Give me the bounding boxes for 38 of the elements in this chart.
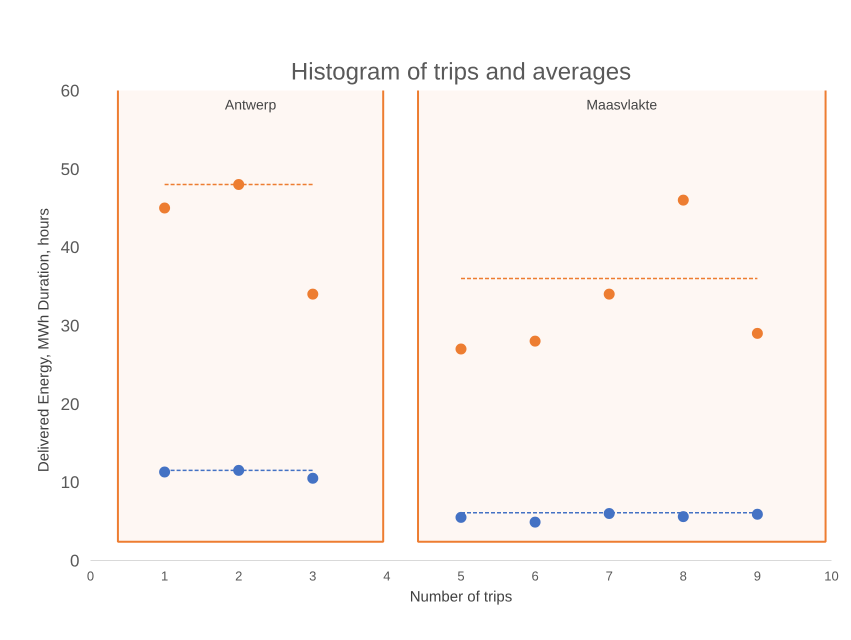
y-tick-label: 0 (70, 552, 80, 570)
y-tick-label: 30 (60, 316, 80, 336)
point (752, 508, 763, 520)
y-tick-label: 10 (60, 473, 80, 492)
point (159, 202, 170, 214)
chart-title: Histogram of trips and averages (290, 58, 632, 86)
y-tick-label: 50 (60, 160, 80, 179)
x-tick-label: 1 (160, 568, 168, 584)
x-tick-label: 10 (824, 568, 839, 584)
point (678, 194, 689, 206)
point (530, 516, 541, 528)
point (604, 288, 615, 300)
point (159, 466, 170, 478)
point (233, 464, 244, 476)
y-tick-label: 20 (60, 394, 80, 414)
point (307, 288, 318, 300)
band-label: Maasvlakte (586, 96, 658, 113)
x-tick-label: 6 (531, 568, 539, 584)
x-tick-label: 0 (86, 568, 94, 584)
x-tick-label: 2 (235, 568, 242, 584)
x-tick-label: 7 (606, 568, 613, 584)
band-label: Antwerp (224, 96, 276, 113)
y-tick-label: 40 (60, 238, 80, 258)
point (456, 344, 466, 354)
point (307, 472, 318, 484)
x-tick-label: 8 (680, 568, 687, 584)
point (678, 511, 689, 522)
x-tick-label: 4 (383, 568, 391, 584)
point (233, 179, 244, 190)
x-tick-label: 5 (457, 568, 465, 584)
point (530, 336, 541, 347)
point (456, 512, 466, 523)
x-tick-label: 9 (754, 568, 762, 584)
point (752, 328, 763, 339)
y-tick-label: 60 (60, 82, 80, 100)
x-axis-title: Number of trips (410, 588, 512, 606)
y-axis-title: Delivered Energy, MWh Duration, hours (36, 208, 53, 472)
x-tick-label: 3 (309, 568, 316, 584)
